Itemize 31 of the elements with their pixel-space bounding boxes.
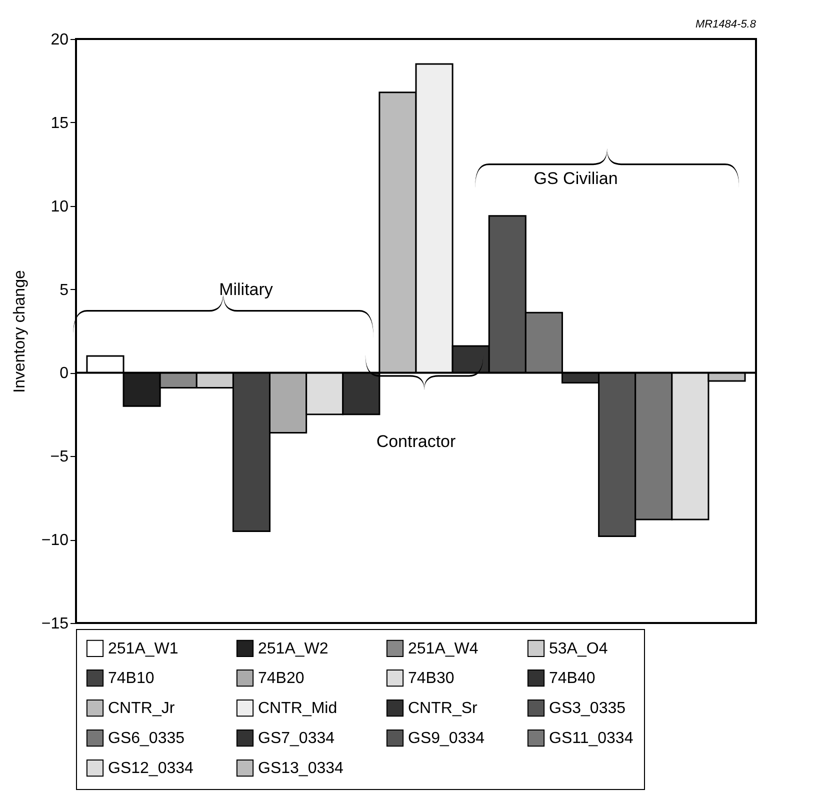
legend-label: 74B40 [549, 670, 596, 687]
y-axis-title: Inventory change [11, 270, 28, 393]
legend-label: 74B20 [258, 670, 304, 687]
legend-label: 74B10 [108, 670, 154, 687]
y-tick-label: −10 [41, 532, 69, 550]
y-tick-label: 20 [50, 32, 69, 48]
legend-label: GS3_0335 [549, 700, 626, 717]
legend-label: GS13_0334 [258, 760, 344, 777]
legend-label: GS6_0335 [108, 730, 185, 747]
y-tick-label: −5 [50, 448, 69, 466]
legend-label: GS12_0334 [108, 760, 194, 777]
text: MR1484-5.8 [695, 18, 757, 30]
legend-label: GS7_0334 [258, 730, 335, 747]
y-tick-label: 15 [50, 114, 69, 132]
legend-label: CNTR_Jr [108, 700, 176, 717]
legend-label: 53A_O4 [549, 640, 608, 658]
annotation: GS Civilian [534, 169, 618, 188]
legend-label: 251A_W2 [258, 640, 328, 658]
annotation: Military [219, 280, 274, 300]
y-tick-label: 10 [50, 198, 69, 216]
legend-label: CNTR_Sr [408, 700, 478, 717]
y-tick-label: 5 [60, 282, 69, 299]
legend-label: 74B30 [408, 670, 454, 687]
y-tick-label: −15 [41, 616, 69, 632]
legend-label: GS11_0334 [549, 730, 634, 747]
legend-label: CNTR_Mid [258, 700, 338, 717]
legend-label: 251A_W4 [408, 640, 478, 658]
y-tick-label: 0 [60, 365, 69, 382]
legend-label: GS9_0334 [408, 730, 485, 747]
annotation: Contractor [376, 432, 456, 451]
legend-label: 251A_W1 [108, 640, 178, 658]
